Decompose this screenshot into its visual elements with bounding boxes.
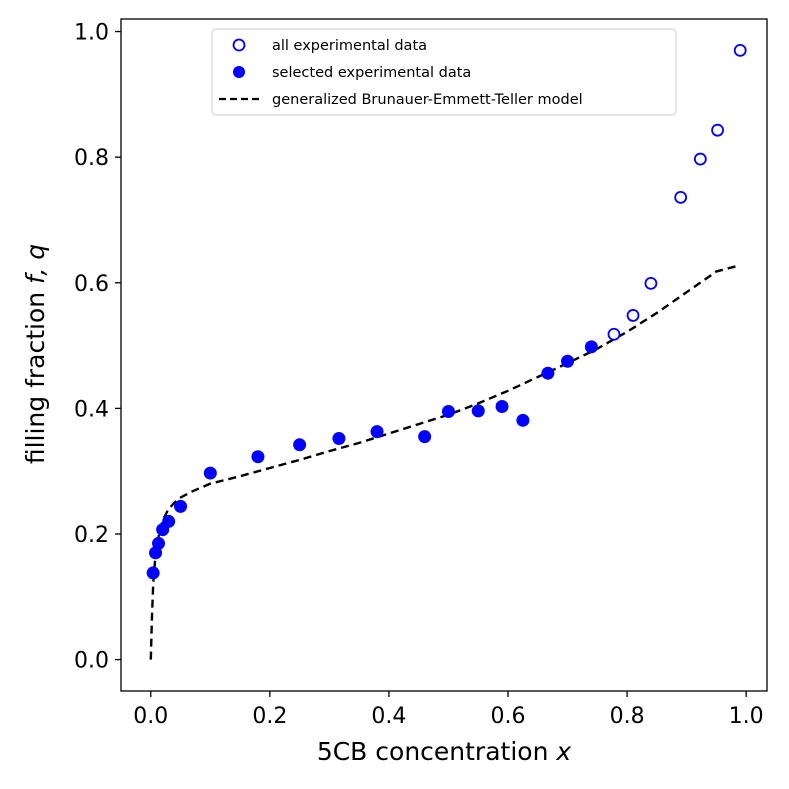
selected-data-point xyxy=(584,340,598,354)
selected-data-point xyxy=(162,514,176,528)
x-tick-label: 0.0 xyxy=(133,704,168,729)
all-data-point xyxy=(711,123,724,137)
all-data-point xyxy=(644,277,658,290)
y-tick-label: 0.8 xyxy=(74,146,109,171)
x-tick-label: 0.4 xyxy=(371,704,406,729)
series-layer xyxy=(146,44,747,660)
x-axis-ticks: 0.0 0.2 0.4 0.6 0.8 1.0 xyxy=(133,691,764,729)
x-tick-label: 0.6 xyxy=(491,704,526,729)
selected-data-point xyxy=(293,438,307,452)
y-axis-ticks: 0.0 0.2 0.4 0.6 0.8 1.0 xyxy=(74,21,121,674)
legend-marker-all-data xyxy=(232,38,246,52)
selected-data-point xyxy=(146,566,160,580)
y-axis-label: filling fraction f, q xyxy=(21,244,50,464)
legend-label-all-data: all experimental data xyxy=(272,38,427,54)
y-tick-label: 0.2 xyxy=(74,523,109,548)
y-tick-label: 0.0 xyxy=(74,649,109,674)
selected-data-point xyxy=(441,405,455,419)
selected-data-point xyxy=(541,366,555,380)
all-data-point xyxy=(674,190,688,204)
plot-area xyxy=(120,18,768,692)
legend-marker-selected-data xyxy=(233,66,245,78)
selected-data-point xyxy=(561,354,575,368)
selected-data-point xyxy=(516,413,530,427)
all-data-point xyxy=(693,152,707,166)
selected-data-point xyxy=(332,432,346,446)
selected-data-point xyxy=(418,430,432,444)
all-data-point xyxy=(607,327,621,341)
selected-data-point xyxy=(471,404,485,418)
selected-data-point xyxy=(203,466,217,480)
selected-data-point xyxy=(370,425,384,439)
x-axis-label: 5CB concentration x xyxy=(317,737,572,766)
selected-data-point xyxy=(495,399,509,413)
legend-box xyxy=(211,28,677,116)
legend-label-bet-model: generalized Brunauer-Emmett-Teller model xyxy=(272,92,583,108)
x-tick-label: 0.2 xyxy=(252,704,287,729)
selected-data-point xyxy=(174,499,188,513)
y-tick-label: 1.0 xyxy=(74,21,109,46)
x-tick-label: 1.0 xyxy=(729,704,764,729)
selected-data-point xyxy=(152,536,166,550)
all-data-point xyxy=(733,44,747,57)
y-tick-label: 0.4 xyxy=(74,397,109,422)
all-data-point xyxy=(626,309,640,322)
legend-label-selected-data: selected experimental data xyxy=(272,65,471,81)
y-tick-label: 0.6 xyxy=(74,272,109,297)
selected-data-point xyxy=(251,450,265,464)
legend: all experimental data selected experimen… xyxy=(211,28,677,116)
x-tick-label: 0.8 xyxy=(610,704,645,729)
